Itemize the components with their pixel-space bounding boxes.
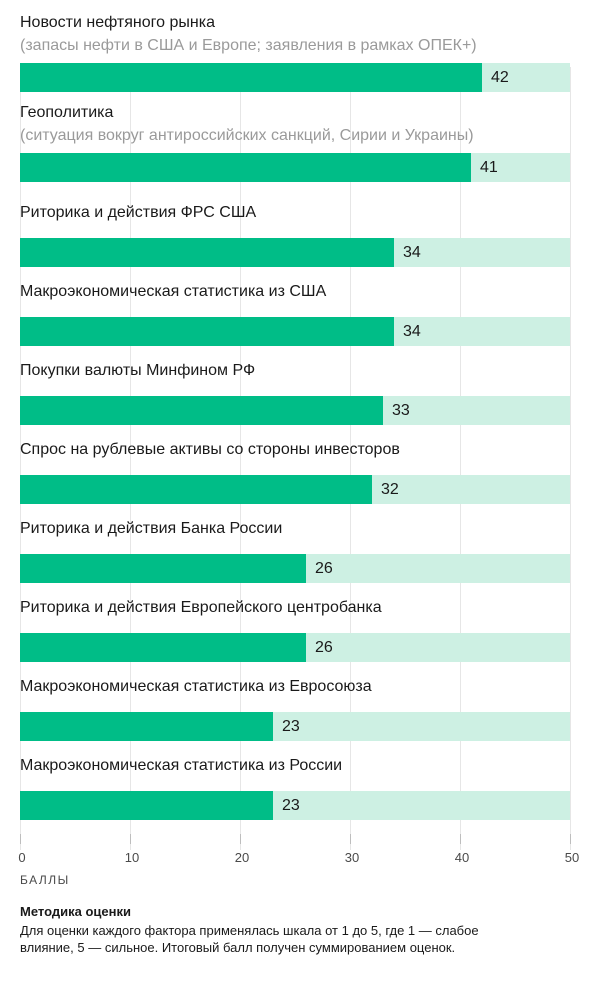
x-tick xyxy=(239,834,241,844)
category-label: Макроэкономическая статистика из России xyxy=(20,757,343,774)
methodology-title: Методика оценки xyxy=(20,904,131,919)
bar-value-label: 26 xyxy=(315,560,333,577)
x-tick-label: 40 xyxy=(454,850,470,865)
bar-value-label: 42 xyxy=(491,69,509,86)
x-axis-label: БАЛЛЫ xyxy=(20,873,70,887)
bar-track: 42 xyxy=(20,63,570,92)
bar xyxy=(20,554,306,583)
category-sublabel: (запасы нефти в США и Европе; заявления … xyxy=(20,37,477,54)
category-label: Покупки валюты Минфином РФ xyxy=(20,362,256,379)
gridline xyxy=(19,67,21,850)
bar xyxy=(20,153,471,182)
bar-track: 41 xyxy=(20,153,570,182)
category-label: Риторика и действия Банка России xyxy=(20,520,283,537)
bar-value-label: 26 xyxy=(315,639,333,656)
x-tick-label: 10 xyxy=(124,850,140,865)
category-label: Макроэкономическая статистика из Евросою… xyxy=(20,678,372,695)
bar-track: 23 xyxy=(20,791,570,820)
bar xyxy=(20,317,394,346)
bar xyxy=(20,396,383,425)
x-tick xyxy=(129,834,131,844)
gridline xyxy=(459,67,461,850)
bar xyxy=(20,791,273,820)
bar-track: 32 xyxy=(20,475,570,504)
gridline xyxy=(569,67,571,850)
x-tick-label: 20 xyxy=(234,850,250,865)
gridline xyxy=(239,67,241,850)
gridline xyxy=(349,67,351,850)
bar xyxy=(20,63,482,92)
bar-value-label: 23 xyxy=(282,718,300,735)
category-label: Риторика и действия Европейского центроб… xyxy=(20,599,382,616)
bar-track: 26 xyxy=(20,633,570,662)
x-tick xyxy=(349,834,351,844)
x-tick-label: 50 xyxy=(564,850,580,865)
category-sublabel: (ситуация вокруг антироссийских санкций,… xyxy=(20,127,474,144)
bar xyxy=(20,633,306,662)
x-tick-label: 0 xyxy=(18,850,26,865)
bar-value-label: 23 xyxy=(282,797,300,814)
bar-value-label: 32 xyxy=(381,481,399,498)
bar-track: 34 xyxy=(20,238,570,267)
gridline xyxy=(129,67,131,850)
bar-track: 23 xyxy=(20,712,570,741)
bar-value-label: 34 xyxy=(403,244,421,261)
bar-track: 26 xyxy=(20,554,570,583)
category-label: Геополитика xyxy=(20,104,114,121)
category-label: Риторика и действия ФРС США xyxy=(20,204,257,221)
x-tick xyxy=(459,834,461,844)
bar xyxy=(20,712,273,741)
bar xyxy=(20,475,372,504)
methodology-text: Для оценки каждого фактора применялась ш… xyxy=(20,923,479,955)
bar-value-label: 33 xyxy=(392,402,410,419)
bar-value-label: 41 xyxy=(480,159,498,176)
x-tick xyxy=(569,834,571,844)
x-tick-label: 30 xyxy=(344,850,360,865)
bar-value-label: 34 xyxy=(403,323,421,340)
category-label: Новости нефтяного рынка xyxy=(20,14,215,31)
bar xyxy=(20,238,394,267)
category-label: Спрос на рублевые активы со стороны инве… xyxy=(20,441,400,458)
bar-track: 33 xyxy=(20,396,570,425)
x-tick xyxy=(19,834,21,844)
category-label: Макроэкономическая статистика из США xyxy=(20,283,327,300)
bar-track: 34 xyxy=(20,317,570,346)
